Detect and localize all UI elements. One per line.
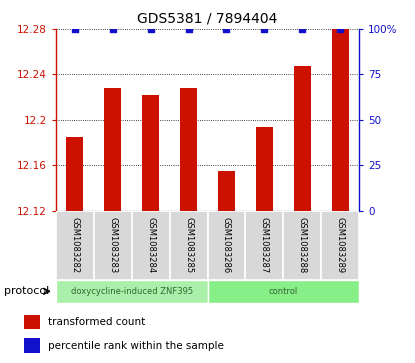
- Bar: [66, 137, 83, 211]
- Bar: [56, 211, 94, 280]
- Text: percentile rank within the sample: percentile rank within the sample: [48, 341, 224, 351]
- Point: [223, 26, 230, 32]
- Bar: [245, 211, 283, 280]
- Bar: [104, 88, 121, 211]
- Bar: [180, 88, 197, 211]
- Text: GSM1083283: GSM1083283: [108, 217, 117, 273]
- Bar: [294, 66, 311, 211]
- Text: GSM1083284: GSM1083284: [146, 217, 155, 273]
- Bar: [283, 211, 321, 280]
- Bar: [321, 211, 359, 280]
- Bar: [24, 338, 40, 353]
- Point: [185, 26, 192, 32]
- Text: doxycycline-induced ZNF395: doxycycline-induced ZNF395: [71, 287, 193, 296]
- Point: [147, 26, 154, 32]
- Bar: [208, 280, 359, 303]
- Text: GSM1083287: GSM1083287: [260, 217, 269, 273]
- Text: GSM1083282: GSM1083282: [71, 217, 79, 273]
- Text: protocol: protocol: [4, 286, 49, 296]
- Bar: [94, 211, 132, 280]
- Bar: [256, 127, 273, 211]
- Bar: [24, 315, 40, 329]
- Text: GSM1083289: GSM1083289: [336, 217, 344, 273]
- Point: [110, 26, 116, 32]
- Bar: [142, 95, 159, 211]
- Text: GSM1083286: GSM1083286: [222, 217, 231, 273]
- Bar: [56, 280, 208, 303]
- Bar: [332, 29, 349, 211]
- Point: [299, 26, 305, 32]
- Text: control: control: [269, 287, 298, 296]
- Bar: [218, 171, 235, 211]
- Bar: [170, 211, 208, 280]
- Text: transformed count: transformed count: [48, 317, 145, 327]
- Bar: [208, 211, 245, 280]
- Bar: [132, 211, 170, 280]
- Text: GSM1083288: GSM1083288: [298, 217, 307, 273]
- Point: [72, 26, 78, 32]
- Text: GSM1083285: GSM1083285: [184, 217, 193, 273]
- Point: [261, 26, 268, 32]
- Point: [337, 26, 343, 32]
- Title: GDS5381 / 7894404: GDS5381 / 7894404: [137, 11, 278, 25]
